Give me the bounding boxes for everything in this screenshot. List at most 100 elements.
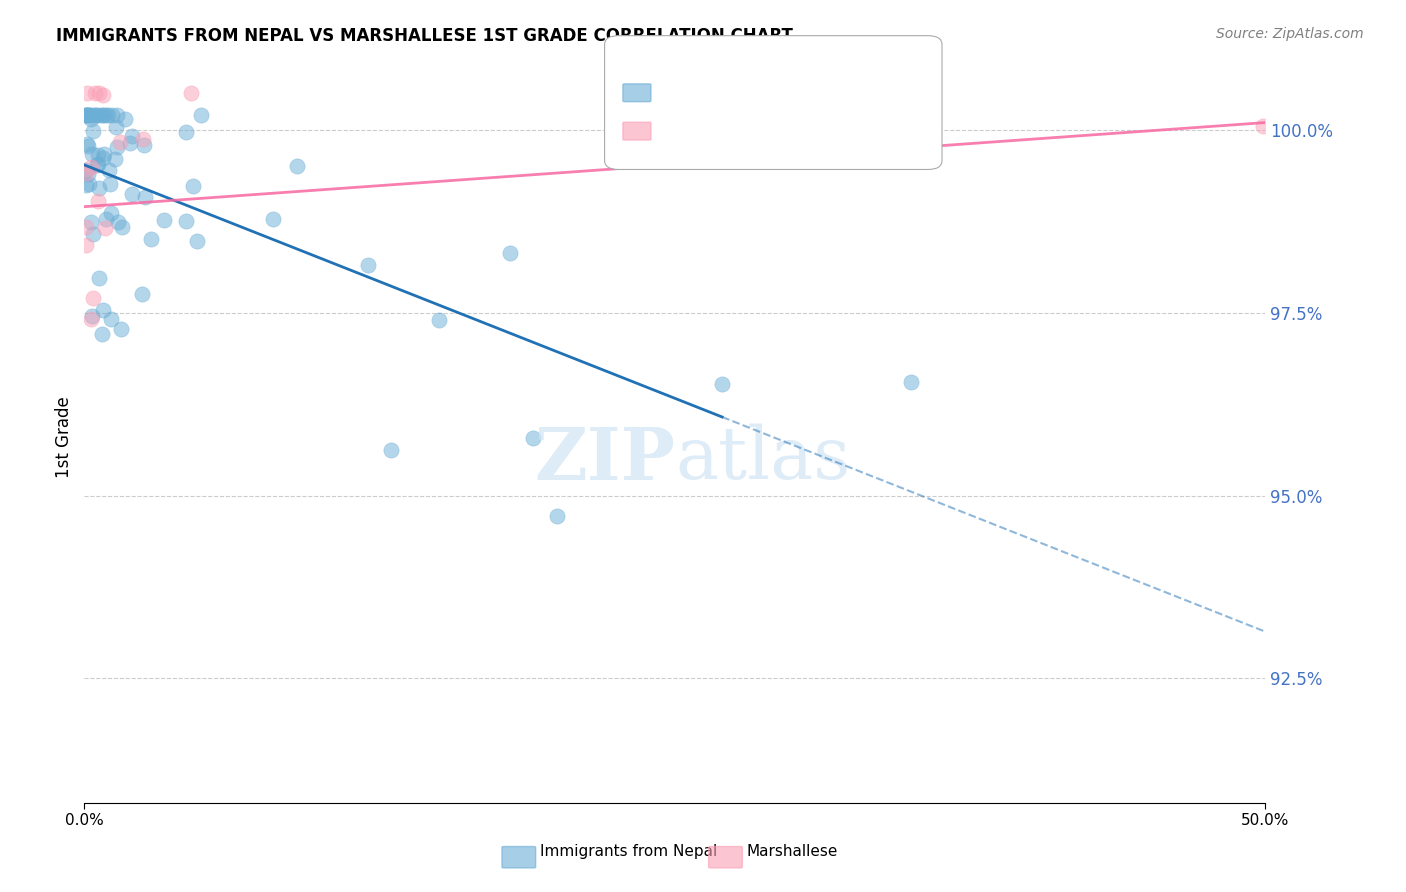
Nepal [75,108,97,122]
Nepal [84,108,107,122]
Text: Immigrants from Nepal: Immigrants from Nepal [540,845,717,859]
Nepal [80,147,103,161]
Nepal [190,108,212,122]
Nepal [186,235,208,249]
Nepal [86,158,108,172]
Nepal [89,181,111,195]
Marshallese [93,220,115,235]
Nepal [82,227,104,241]
Nepal [80,112,103,127]
Nepal [546,509,568,524]
Nepal [262,211,284,226]
Nepal [498,245,520,260]
Nepal [139,232,162,246]
Nepal [77,108,100,122]
Nepal [91,108,114,122]
Nepal [121,128,143,143]
Nepal [285,159,308,173]
Text: R =: R = [636,123,669,138]
Nepal [82,124,104,138]
Marshallese [180,87,202,101]
Nepal [80,310,103,324]
Nepal [80,215,103,229]
Marshallese [75,220,97,235]
Nepal [711,377,734,392]
Text: Source: ZipAtlas.com: Source: ZipAtlas.com [1216,27,1364,41]
Marshallese [132,132,155,146]
Nepal [118,136,141,151]
Nepal [80,108,103,122]
Nepal [104,152,127,166]
Nepal [89,270,111,285]
Nepal [87,148,110,162]
Nepal [114,112,136,126]
Text: N =: N = [755,85,799,100]
Nepal [75,178,97,192]
Nepal [75,108,97,122]
Marshallese [108,135,131,149]
Nepal [100,312,122,326]
Nepal [94,212,117,227]
Nepal [900,375,922,389]
Text: IMMIGRANTS FROM NEPAL VS MARSHALLESE 1ST GRADE CORRELATION CHART: IMMIGRANTS FROM NEPAL VS MARSHALLESE 1ST… [56,27,793,45]
Nepal [87,157,110,171]
Nepal [93,147,115,161]
Nepal [153,213,176,227]
Marshallese [87,194,110,208]
Nepal [131,287,153,301]
Nepal [110,322,132,336]
Nepal [105,108,128,122]
Nepal [121,187,143,202]
Text: N =: N = [755,123,799,138]
Nepal [174,214,197,228]
Text: 0.570: 0.570 [681,123,734,138]
Nepal [522,431,544,445]
Nepal [76,167,98,181]
Text: 72: 72 [801,85,823,100]
Nepal [105,120,128,134]
Nepal [107,215,129,229]
Nepal [134,137,156,152]
Marshallese [93,87,115,102]
Nepal [111,220,134,235]
Marshallese [80,160,103,174]
Y-axis label: 1st Grade: 1st Grade [55,396,73,478]
Nepal [100,206,122,220]
Nepal [91,303,114,318]
Text: ZIP: ZIP [534,424,675,494]
Nepal [76,139,98,153]
Nepal [90,326,112,341]
Marshallese [75,237,97,252]
Nepal [105,140,128,154]
Text: Marshallese: Marshallese [747,845,838,859]
Marshallese [87,87,110,101]
Text: atlas: atlas [675,424,851,494]
Nepal [101,108,124,122]
Text: -0.265: -0.265 [681,85,735,100]
Nepal [427,313,450,327]
Marshallese [75,166,97,180]
Nepal [77,177,100,191]
Nepal [100,177,122,191]
Nepal [84,108,107,122]
Nepal [181,178,204,193]
Nepal [91,108,114,122]
Text: 16: 16 [801,123,823,138]
Nepal [96,108,118,122]
Marshallese [76,87,98,101]
Nepal [380,443,402,458]
Nepal [76,108,98,122]
Marshallese [1251,120,1274,134]
Nepal [97,162,120,177]
Nepal [357,258,380,272]
Nepal [134,190,156,204]
Marshallese [82,291,104,305]
Text: R =: R = [636,85,669,100]
Nepal [75,108,97,122]
Nepal [77,108,100,122]
Nepal [174,124,197,138]
Marshallese [80,312,103,326]
Nepal [87,108,110,122]
Nepal [76,136,98,151]
Nepal [97,108,120,122]
